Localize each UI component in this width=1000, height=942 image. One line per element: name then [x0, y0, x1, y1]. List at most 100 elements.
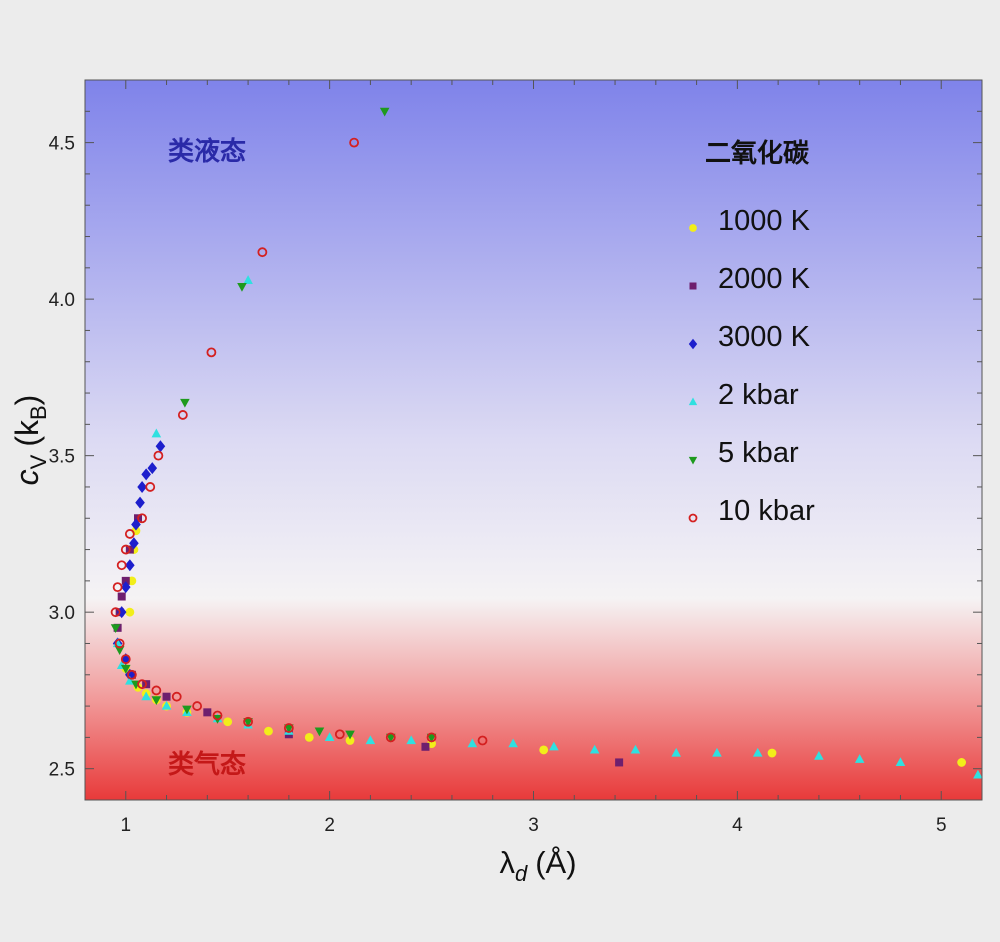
point-10-kbar — [137, 679, 147, 690]
point-5-kbar — [237, 283, 247, 292]
point-2-kbar — [141, 691, 151, 701]
point-2000-k — [203, 708, 212, 717]
point-2000-k — [615, 758, 624, 767]
point-3000-k — [120, 581, 131, 594]
point-5-kbar — [180, 398, 190, 408]
point-1000-k — [304, 732, 314, 742]
y-tick-label: 3.0 — [49, 603, 75, 624]
point-10-kbar — [385, 732, 396, 743]
point-10-kbar — [153, 450, 164, 461]
point-10-kbar — [349, 137, 360, 148]
plot-background — [85, 80, 982, 800]
point-2000-k — [421, 742, 430, 751]
point-2-kbar — [589, 744, 600, 754]
y-axis-unit-subscript: B — [26, 405, 51, 420]
point-5-kbar — [182, 705, 192, 715]
point-5-kbar — [345, 730, 355, 740]
point-10-kbar — [137, 513, 147, 524]
point-2-kbar — [467, 738, 478, 748]
x-tick-label: 1 — [120, 815, 131, 836]
point-5-kbar — [284, 724, 294, 734]
x-axis-subscript: d — [515, 861, 528, 886]
x-axis-title: λd (Å) — [499, 845, 576, 886]
point-2000-k — [162, 692, 171, 701]
point-10-kbar — [334, 729, 345, 740]
point-1000-k — [264, 726, 273, 736]
point-1000-k — [767, 748, 777, 758]
point-10-kbar — [171, 691, 182, 702]
point-5-kbar — [426, 733, 437, 743]
legend-label-3000-k: 3000 K — [718, 321, 811, 353]
point-3000-k — [137, 480, 147, 493]
legend-label-2-kbar: 2 kbar — [718, 379, 799, 411]
point-2000-k — [121, 576, 130, 585]
legend-title: 二氧化碳 — [705, 139, 810, 169]
point-10-kbar — [126, 669, 137, 680]
point-10-kbar — [110, 607, 121, 618]
point-10-kbar — [120, 544, 131, 555]
y-tick-label: 3.5 — [49, 447, 75, 468]
point-3000-k — [135, 496, 145, 509]
point-2-kbar — [895, 757, 906, 767]
point-5-kbar — [243, 718, 253, 727]
legend-label-10-kbar: 10 kbar — [718, 495, 815, 527]
point-2-kbar — [973, 769, 983, 779]
legend-marker-2-kbar — [688, 397, 698, 406]
plot-frame — [84, 79, 983, 801]
point-10-kbar — [145, 482, 156, 492]
point-1000-k — [539, 745, 549, 755]
point-2-kbar — [752, 747, 763, 757]
point-5-kbar — [314, 727, 325, 737]
point-10-kbar — [243, 716, 253, 727]
point-10-kbar — [120, 654, 131, 665]
data-points — [110, 107, 983, 779]
legend-marker-3000-k — [688, 338, 698, 350]
x-axis-symbol: λ — [499, 845, 515, 880]
legend: 二氧化碳 1000 K 2000 K 3000 K 2 kbar 5 kbar 10 kb… — [688, 139, 815, 527]
x-axis-unit: (Å) — [535, 845, 576, 880]
point-2-kbar — [630, 744, 641, 754]
legend-label-1000-k: 1000 K — [718, 205, 811, 237]
y-tick-label: 4.5 — [49, 134, 75, 155]
point-5-kbar — [110, 624, 121, 634]
x-tick-label: 5 — [936, 815, 947, 836]
x-tick-label: 4 — [732, 815, 743, 836]
legend-marker-1000-k — [689, 224, 697, 232]
point-2-kbar — [161, 700, 172, 710]
point-10-kbar — [116, 560, 127, 571]
point-2000-k — [117, 592, 126, 601]
y-axis-subscript: V — [26, 454, 51, 469]
point-10-kbar — [212, 710, 223, 721]
point-10-kbar — [151, 685, 162, 696]
legend-marker-2000-k — [689, 282, 697, 290]
point-1000-k — [345, 736, 355, 745]
region-label-gas: 类气态 — [168, 749, 246, 780]
legend-marker-10-kbar — [688, 513, 698, 523]
point-5-kbar — [379, 107, 390, 117]
point-2-kbar — [712, 747, 722, 757]
point-2-kbar — [406, 735, 416, 745]
y-tick-label: 4.0 — [49, 290, 75, 311]
y-tick-label: 2.5 — [49, 760, 75, 781]
point-5-kbar — [151, 696, 162, 706]
point-3000-k — [155, 440, 166, 453]
point-1000-k — [125, 607, 135, 617]
point-10-kbar — [177, 410, 188, 420]
point-10-kbar — [124, 529, 135, 539]
point-3000-k — [147, 462, 158, 475]
y-axis-symbol: c — [9, 469, 45, 485]
legend-marker-5-kbar — [688, 456, 698, 465]
point-2-kbar — [508, 738, 518, 748]
point-10-kbar — [426, 732, 437, 743]
point-2-kbar — [549, 741, 559, 751]
point-2-kbar — [671, 747, 682, 757]
y-axis-unit-open: (k — [9, 419, 45, 447]
y-axis-unit-close: ) — [9, 395, 45, 406]
point-3000-k — [141, 468, 151, 481]
point-10-kbar — [477, 735, 488, 746]
point-3000-k — [125, 668, 135, 681]
point-10-kbar — [257, 247, 268, 258]
axis-ticks: 1 2 3 4 5 2.5 3.0 3.5 4.0 4.5 — [49, 79, 983, 836]
legend-label-5-kbar: 5 kbar — [718, 437, 799, 469]
point-2-kbar — [324, 732, 335, 741]
